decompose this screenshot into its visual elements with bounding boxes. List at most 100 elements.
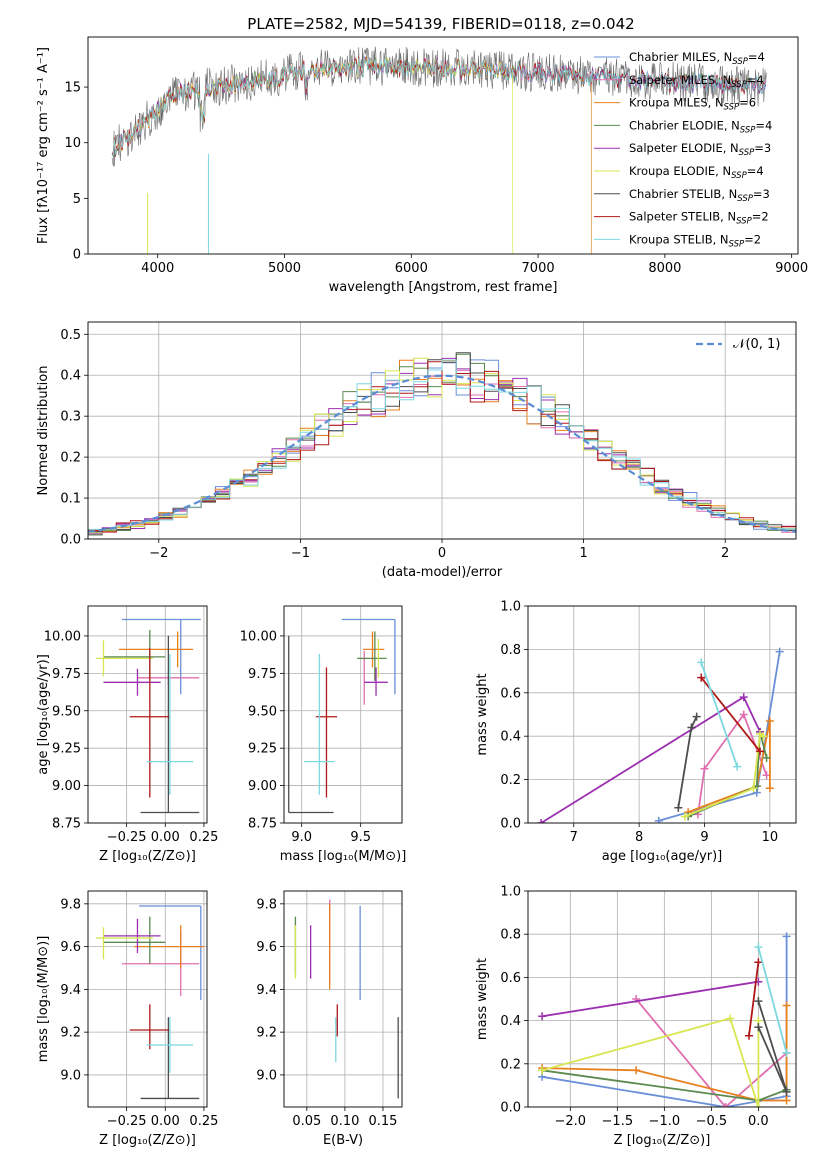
legend: Chabrier MILES, NSSP=4 Salpeter MILES, NS…: [594, 50, 772, 249]
x-tick-label: 10: [762, 830, 779, 845]
x-tick-label: 0.00: [151, 1114, 180, 1129]
y-tick-label: 9.50: [52, 704, 81, 719]
x-tick-label: 0.00: [151, 830, 180, 845]
x-tick-label: −1.0: [649, 1114, 681, 1129]
weight-marker: [721, 1103, 730, 1107]
x-tick-label: 7000: [522, 261, 555, 276]
y-tick-label: 9.6: [60, 940, 81, 955]
y-tick-label: 9.2: [256, 1026, 277, 1041]
x-tick-label: −1.5: [602, 1114, 634, 1129]
y-tick-label: 9.8: [60, 897, 81, 912]
y-tick-label: 9.25: [52, 742, 81, 757]
y-tick-label: 0.4: [500, 1014, 521, 1029]
axes-frame: [527, 890, 797, 1108]
y-tick-label: 0: [73, 248, 81, 263]
panel-weights-vs-z: −2.0 −1.5 −1.0 −0.5 0.0 0.0 0.2 0.4 0.6 0.8 1.0 Z […: [475, 885, 797, 1148]
axes-frame: [87, 890, 208, 1108]
x-axis-label: wavelength [Angstrom, rest frame]: [329, 280, 558, 295]
weight-line-4: [541, 980, 759, 1018]
weight-marker: [754, 997, 763, 1006]
y-tick-label: 0.6: [500, 971, 521, 986]
y-tick-label: 9.0: [60, 1068, 81, 1083]
x-tick-label: −0.25: [107, 830, 147, 845]
y-tick-label: 9.00: [248, 779, 277, 794]
axes-frame: [527, 605, 797, 824]
weight-marker: [739, 710, 748, 719]
x-tick-label: 0.15: [368, 1114, 397, 1129]
x-tick-label: −2.0: [555, 1114, 587, 1129]
weight-marker: [680, 812, 689, 821]
weight-marker: [754, 958, 763, 967]
y-tick-label: 8.75: [52, 817, 81, 832]
weight-marker: [537, 819, 546, 823]
x-axis-label: Z [log₁₀(Z/Z⊙)]: [99, 1133, 196, 1148]
y-tick-label: 9.75: [52, 667, 81, 682]
y-tick-label: 9.50: [248, 704, 277, 719]
legend-entry: Chabrier MILES, NSSP=4: [629, 50, 765, 67]
y-tick-label: 0.0: [500, 1101, 521, 1116]
legend-entry: 𝒩(0, 1): [733, 337, 780, 352]
weight-marker: [654, 816, 663, 823]
weight-marker: [674, 803, 683, 812]
weight-line-5: [684, 732, 764, 818]
weight-marker: [765, 717, 774, 726]
x-tick-label: 0.25: [189, 1114, 218, 1129]
panel-mass-vs-z: −0.25 0.00 0.25 9.0 9.2 9.4 9.6 9.8 Z [log₁₀(Z/Z…: [36, 890, 218, 1148]
weight-marker: [697, 673, 706, 682]
legend-entry: Salpeter STELIB, NSSP=2: [629, 210, 769, 227]
y-tick-label: 0.0: [500, 817, 521, 832]
panel-spectrum: 4000 5000 6000 7000 8000 9000 0 5 10 15 wavelength…: [36, 36, 808, 295]
weight-line-1: [635, 998, 788, 1107]
legend-entry: Salpeter MILES, NSSP=4: [629, 73, 764, 90]
y-tick-label: 15: [64, 81, 81, 96]
x-tick-label: 7: [570, 830, 578, 845]
y-tick-label: 0.8: [500, 928, 521, 943]
legend-entry: Salpeter ELODIE, NSSP=3: [629, 141, 771, 158]
spectrum-line-5: [112, 56, 514, 254]
legend-entry: Kroupa STELIB, NSSP=2: [629, 232, 761, 249]
y-tick-label: 0.2: [500, 1057, 521, 1072]
plot-area: [537, 647, 784, 823]
x-tick-label: 9.5: [350, 830, 371, 845]
x-tick-label: 8000: [648, 261, 681, 276]
y-tick-label: 10.00: [240, 629, 277, 644]
weight-line-8: [757, 946, 788, 1054]
y-tick-label: 0.3: [60, 410, 81, 425]
x-tick-label: 9: [700, 830, 708, 845]
weight-marker: [782, 932, 791, 941]
y-tick-label: 9.4: [60, 983, 81, 998]
y-tick-label: 10.00: [44, 629, 81, 644]
x-axis-label: mass [log₁₀(M/M⊙)]: [280, 849, 407, 864]
y-tick-label: 9.4: [256, 983, 277, 998]
y-tick-label: 0.4: [500, 730, 521, 745]
weight-marker: [775, 647, 784, 656]
legend-entry: Chabrier STELIB, NSSP=3: [629, 187, 770, 204]
legend: 𝒩(0, 1): [696, 337, 780, 352]
x-tick-label: 1: [579, 546, 587, 561]
y-axis-label: Flux [fλ10⁻¹⁷ erg cm⁻² s⁻¹ A⁻¹]: [36, 47, 51, 244]
plot-area: [294, 899, 399, 1099]
weight-line-6: [757, 1000, 788, 1093]
x-tick-label: 0.10: [330, 1114, 359, 1129]
y-tick-label: 9.00: [52, 779, 81, 794]
weight-marker: [782, 1049, 791, 1057]
y-axis-label: mass [log₁₀(M/M⊙)]: [36, 936, 51, 1063]
y-tick-label: 0.2: [60, 451, 81, 466]
weight-marker: [782, 1096, 791, 1105]
y-tick-label: 1.0: [500, 885, 521, 900]
spectrum-line-6: [111, 46, 767, 167]
x-axis-label: Z [log₁₀(Z/Z⊙)]: [99, 849, 196, 864]
y-axis-label: mass weight: [475, 673, 490, 755]
weight-marker: [632, 1066, 641, 1075]
y-tick-label: 8.75: [248, 817, 277, 832]
y-axis-label: age [log₁₀(age/yr)]: [36, 654, 51, 775]
weight-line-8: [700, 662, 739, 767]
panel-mass-vs-ebv: 0.05 0.10 0.15 9.0 9.2 9.4 9.6 9.8 E(B-V): [256, 890, 403, 1148]
histogram-8: [88, 359, 796, 530]
axes-frame: [283, 890, 403, 1108]
x-tick-label: 5000: [268, 261, 301, 276]
y-tick-label: 0.2: [500, 773, 521, 788]
y-tick-label: 10: [64, 136, 81, 151]
axes-frame: [87, 605, 208, 824]
